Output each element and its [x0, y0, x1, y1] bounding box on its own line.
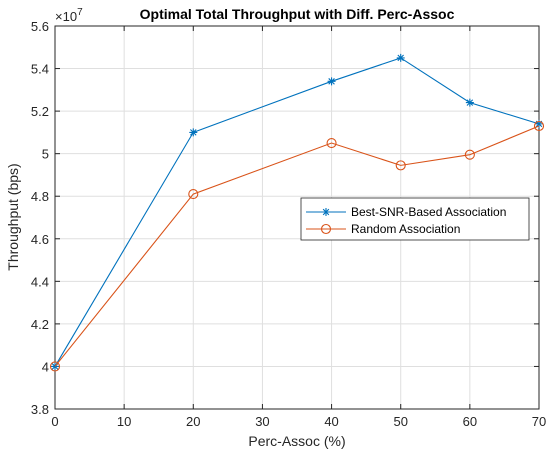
y-tick-label: 4.2 — [31, 317, 49, 332]
x-tick-label: 20 — [186, 414, 200, 429]
y-tick-label: 5.4 — [31, 62, 49, 77]
y-axis-label: Throughput (bps) — [5, 163, 21, 270]
y-tick-label: 4.6 — [31, 232, 49, 247]
legend-label: Best-SNR-Based Association — [351, 205, 506, 219]
y-tick-label: 5.6 — [31, 19, 49, 34]
series-layer — [49, 53, 545, 372]
y-exponent-power: 7 — [77, 7, 83, 18]
legend-marker — [322, 208, 330, 216]
x-tick-label: 30 — [255, 414, 269, 429]
legend-marker — [320, 223, 332, 235]
data-point-marker — [49, 361, 61, 372]
legend-entry: Random Association — [306, 222, 460, 236]
y-exponent-label: ×107 — [55, 7, 83, 24]
series-0 — [51, 53, 543, 371]
y-exponent-base: ×10 — [55, 9, 77, 24]
y-tick-label: 4.8 — [31, 189, 49, 204]
series-line — [54, 125, 540, 367]
legend-entry: Best-SNR-Based Association — [306, 205, 506, 219]
data-point-marker — [464, 149, 475, 160]
data-point-marker — [189, 128, 198, 137]
series-1 — [49, 120, 545, 372]
data-point-marker — [533, 120, 545, 132]
y-tick-label: 4 — [42, 359, 49, 374]
data-point-marker — [396, 53, 405, 62]
series-line — [54, 57, 540, 367]
y-tick-label: 3.8 — [31, 402, 49, 417]
data-point-marker — [535, 119, 543, 128]
x-tick-label: 50 — [393, 414, 407, 429]
legend-entries: Best-SNR-Based Association Random Associa… — [306, 205, 506, 236]
x-tick-label: 40 — [324, 414, 338, 429]
y-tick-label: 5 — [42, 147, 49, 162]
x-tick-label: 0 — [51, 414, 58, 429]
x-tick-label: 10 — [117, 414, 131, 429]
y-tick-label: 5.2 — [31, 104, 49, 119]
data-point-marker — [188, 189, 199, 200]
legend-box — [300, 197, 530, 241]
data-point-marker — [395, 160, 406, 171]
data-point-marker — [465, 98, 474, 107]
plot-frame — [54, 25, 540, 410]
x-axis-label: Perc-Assoc (%) — [248, 433, 345, 449]
data-point-marker — [326, 137, 337, 149]
chart-title: Optimal Total Throughput with Diff. Perc… — [140, 6, 455, 22]
axis-ticks: 0 10 20 30 40 50 60 70 3.8 4 4.2 4.4 4.6 4.8 5 5.2 5.4 5.… — [31, 19, 546, 429]
legend-label: Random Association — [351, 222, 460, 236]
data-point-marker — [51, 362, 59, 371]
legend: Best-SNR-Based Association Random Associa… — [300, 197, 530, 241]
x-tick-label: 60 — [463, 414, 477, 429]
y-tick-label: 4.4 — [31, 274, 49, 289]
data-point-marker — [327, 77, 336, 86]
x-tick-label: 70 — [532, 414, 546, 429]
grid — [55, 26, 539, 409]
